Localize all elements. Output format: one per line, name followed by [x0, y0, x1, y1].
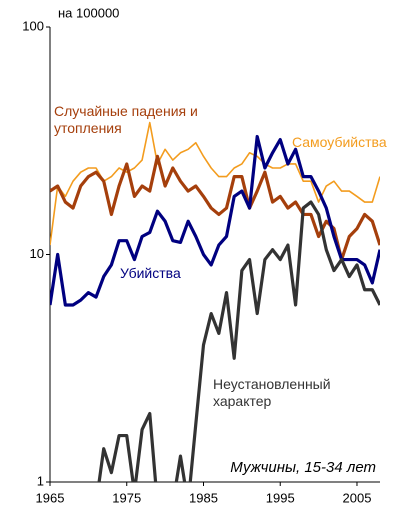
series-label: Самоубийства: [292, 134, 387, 150]
x-tick-label: 2005: [343, 490, 372, 505]
note: Мужчины, 15-34 лет: [230, 459, 376, 476]
y-tick-label: 100: [22, 18, 44, 33]
x-tick-label: 1965: [36, 490, 65, 505]
series-line: [50, 134, 380, 307]
series-label: Случайные падения и утопления: [54, 103, 198, 136]
y-tick-label: 10: [30, 246, 44, 261]
y-tick-label: 1: [37, 473, 44, 488]
x-tick-label: 1985: [189, 490, 218, 505]
series-label: Убийства: [120, 265, 181, 281]
x-tick-label: 1975: [112, 490, 141, 505]
y-unit: на 100000: [58, 5, 119, 20]
series-line: [50, 154, 380, 262]
plot: [50, 121, 380, 482]
series-label: Неустановленный характер: [213, 376, 331, 409]
x-tick-label: 1995: [266, 490, 295, 505]
series-line: [97, 200, 380, 482]
